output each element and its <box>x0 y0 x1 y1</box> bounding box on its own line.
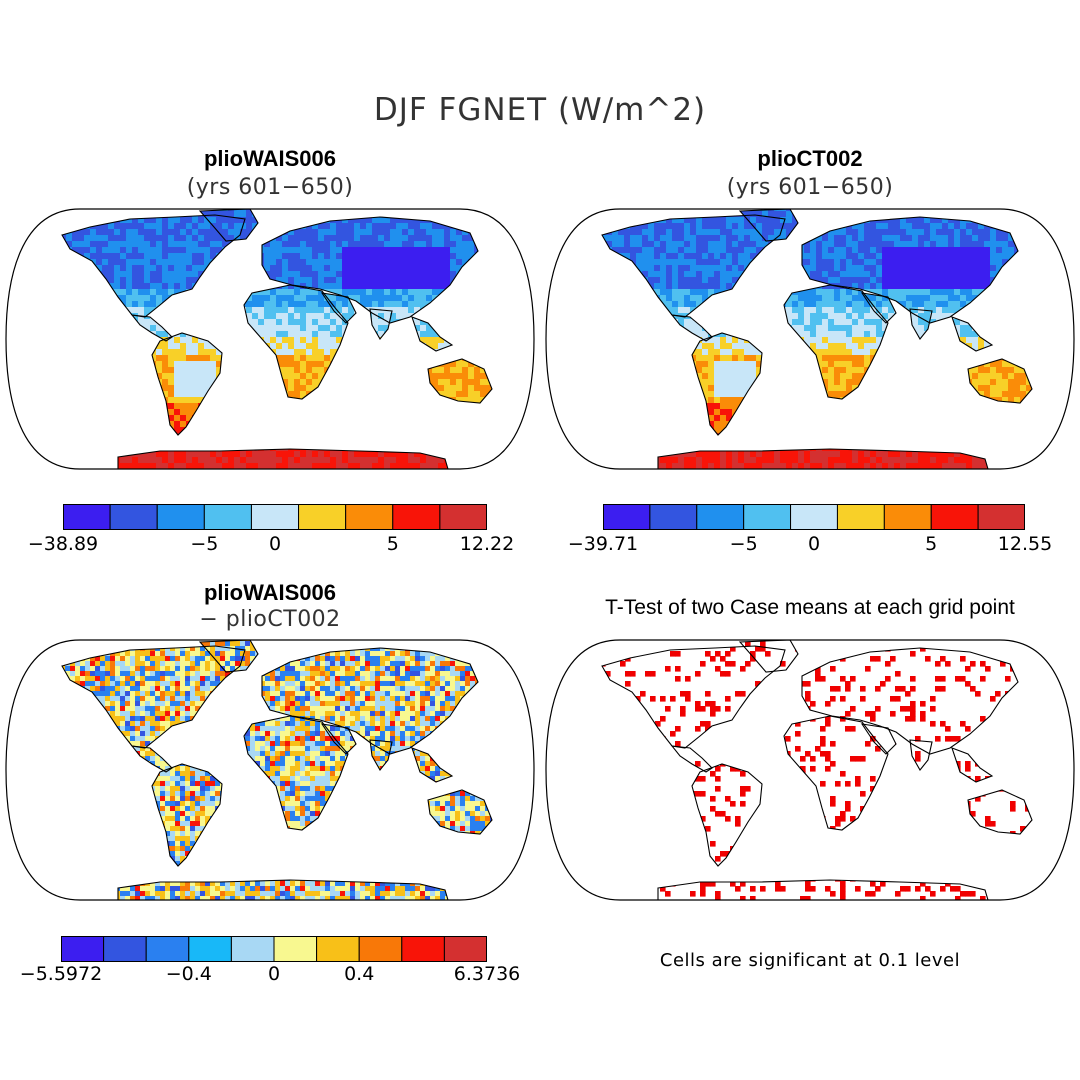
colorbar-tick-label: 5 <box>386 533 399 555</box>
colorbar-tick-label: −39.71 <box>567 533 639 555</box>
panel1-subtitle: (yrs 601−650) <box>186 175 354 200</box>
colorbar-tick-label: −5.5972 <box>19 963 103 985</box>
panel4-map <box>545 639 1075 901</box>
colorbar-tick-label: 0 <box>267 963 281 985</box>
colorbar-tick-label: −5 <box>729 533 758 555</box>
colorbar-tick-label: −5 <box>190 533 219 555</box>
panel3-title: plioWAIS006 <box>203 580 337 605</box>
colorbar-tick-label: 5 <box>925 533 938 555</box>
panel1-colorbar <box>63 504 487 530</box>
panel1-map <box>5 208 535 470</box>
colorbar-tick-label: 0 <box>807 533 821 555</box>
colorbar-tick-label: 6.3736 <box>453 963 521 985</box>
colorbar-tick-label: −38.89 <box>27 533 99 555</box>
colorbar-tick-label: 12.22 <box>459 533 515 555</box>
panel3-subtitle: − plioCT002 <box>199 607 341 632</box>
figure-title: DJF FGNET (W/m^2) <box>373 92 707 128</box>
panel2-colorbar <box>603 504 1025 530</box>
colorbar-tick-label: 0 <box>268 533 282 555</box>
colorbar-tick-label: 12.55 <box>997 533 1053 555</box>
panel2-subtitle: (yrs 601−650) <box>726 175 894 200</box>
colorbar-tick-label: 0.4 <box>344 963 375 985</box>
panel3-colorbar <box>61 936 487 962</box>
panel4-title: T-Test of two Case means at each grid po… <box>605 596 1015 619</box>
colorbar-tick-label: −0.4 <box>165 963 212 985</box>
significance-note: Cells are significant at 0.1 level <box>659 950 961 971</box>
panel2-map <box>545 208 1075 470</box>
panel3-map <box>5 639 535 901</box>
panel2-title: plioCT002 <box>757 146 863 171</box>
panel1-title: plioWAIS006 <box>203 146 337 171</box>
